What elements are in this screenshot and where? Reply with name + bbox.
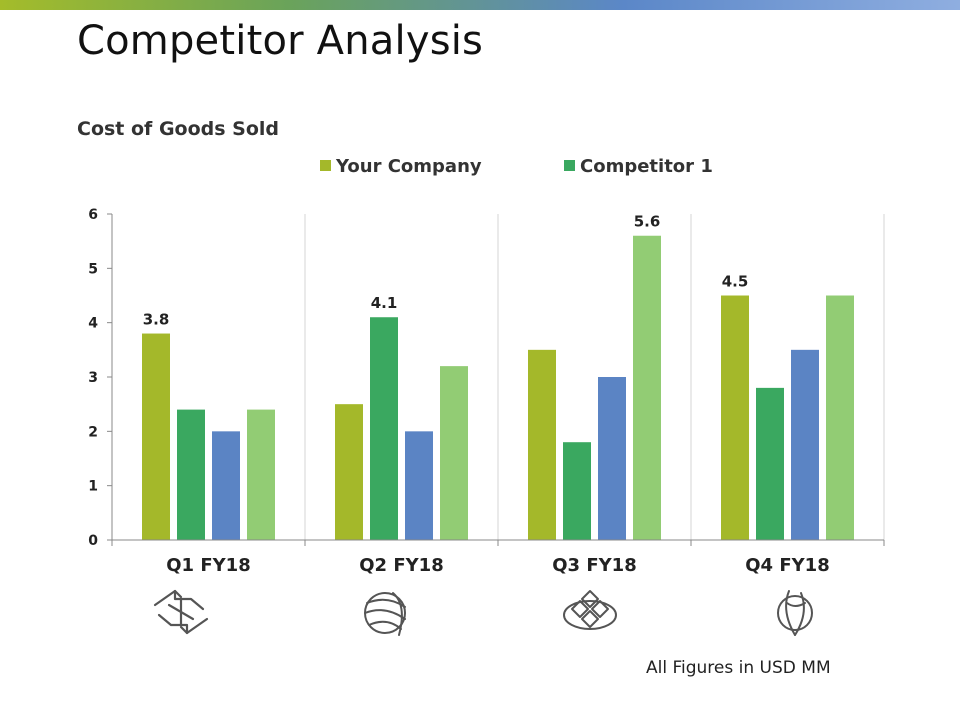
bar: [370, 317, 398, 540]
quarter-icons-row: [0, 585, 960, 645]
bar: [212, 431, 240, 540]
bar: [405, 431, 433, 540]
y-tick-label: 3: [88, 370, 98, 386]
x-category-label: Q3 FY18: [552, 555, 636, 576]
x-category-label: Q1 FY18: [166, 555, 250, 576]
bar-chart: 0 1 2 3 4 5 6 Q1 FY18 Q2 FY18 Q3 FY18 Q4 FY18 3.8 4.…: [88, 207, 885, 576]
top-accent-band: [0, 0, 960, 10]
legend-label-your-company: Your Company: [336, 156, 482, 177]
footnote: All Figures in USD MM: [646, 658, 831, 678]
chart-title: Cost of Goods Sold: [77, 118, 280, 140]
bar: [598, 377, 626, 540]
bar: [756, 387, 784, 540]
y-tick-label: 2: [88, 424, 98, 440]
bar: [791, 349, 819, 540]
bar: [721, 295, 749, 540]
bar: [633, 235, 661, 540]
bar: [335, 404, 363, 540]
bar: [528, 349, 556, 540]
data-label: 3.8: [143, 311, 170, 329]
arrows-exchange-icon: [153, 589, 209, 635]
legend-item-competitor-1: Competitor 1: [564, 156, 713, 177]
legend-label-competitor-1: Competitor 1: [580, 156, 713, 177]
data-label: 4.5: [722, 273, 749, 291]
x-category-label: Q2 FY18: [359, 555, 443, 576]
x-category-label: Q4 FY18: [745, 555, 829, 576]
bar: [247, 409, 275, 540]
diamond-cluster-icon: [563, 590, 617, 630]
legend-swatch-competitor-1: [564, 160, 575, 171]
data-label: 4.1: [371, 294, 398, 312]
y-tick-label: 0: [88, 533, 98, 549]
legend-swatch-your-company: [320, 160, 331, 171]
y-tick-label: 4: [88, 316, 98, 332]
bar: [177, 409, 205, 540]
legend-item-your-company: Your Company: [320, 156, 482, 177]
y-tick-label: 6: [88, 207, 98, 223]
bar: [440, 366, 468, 540]
bar: [142, 333, 170, 540]
data-label: 5.6: [634, 213, 661, 231]
globe-ribbon-icon: [364, 592, 406, 636]
slide-title: Competitor Analysis: [77, 18, 484, 64]
leaf-circle-icon: [777, 590, 813, 636]
y-tick-label: 1: [88, 479, 98, 495]
y-tick-label: 5: [88, 261, 98, 277]
bar: [563, 442, 591, 540]
bar: [826, 295, 854, 540]
